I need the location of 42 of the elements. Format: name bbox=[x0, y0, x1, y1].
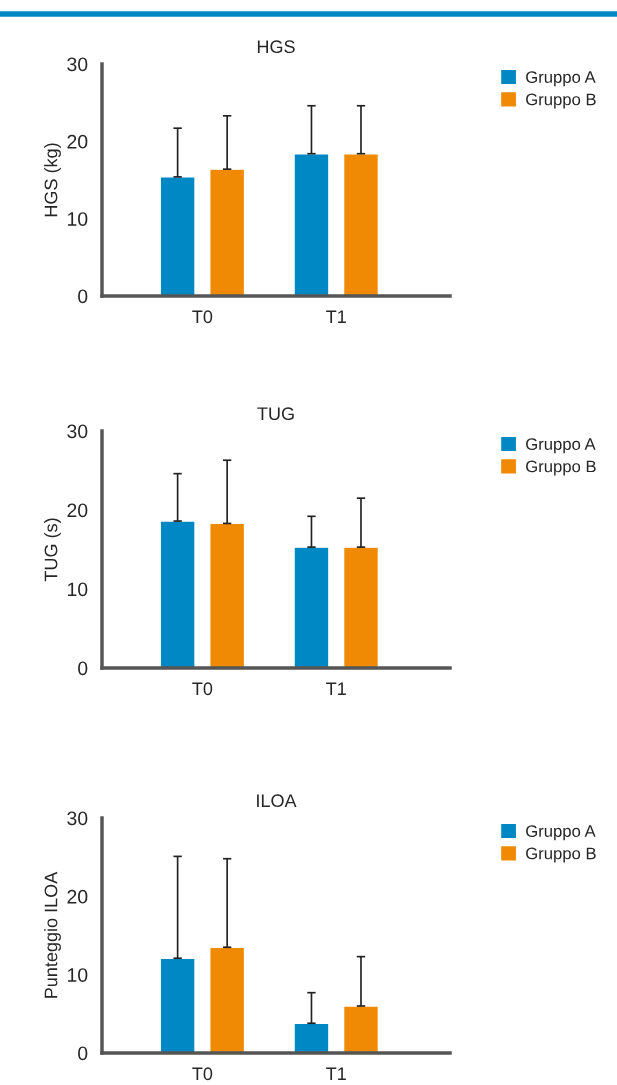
legend-label: Gruppo A bbox=[526, 825, 596, 841]
bar bbox=[209, 946, 246, 1053]
y-axis-title: HGS (kg) bbox=[44, 143, 61, 217]
bar bbox=[209, 522, 246, 668]
bar bbox=[159, 957, 196, 1053]
bar bbox=[342, 153, 380, 296]
legend-label: Gruppo B bbox=[526, 93, 596, 109]
bar bbox=[342, 1005, 380, 1053]
x-tick-label: T0 bbox=[192, 1067, 213, 1081]
x-tick-label: T1 bbox=[326, 682, 346, 695]
x-tick-label: T0 bbox=[192, 682, 213, 696]
y-tick-label: 0 bbox=[78, 1046, 88, 1061]
legend-label: Gruppo B bbox=[526, 847, 596, 863]
chart-title: HGS bbox=[257, 40, 295, 54]
x-tick-label: T1 bbox=[326, 310, 346, 323]
bar bbox=[159, 520, 196, 668]
legend-label: Gruppo A bbox=[526, 71, 596, 87]
y-tick-label: 0 bbox=[78, 289, 88, 304]
x-tick-label: T0 bbox=[192, 310, 213, 324]
bar bbox=[293, 1022, 330, 1053]
y-tick-label: 30 bbox=[67, 57, 88, 72]
legend-label: Gruppo B bbox=[526, 460, 596, 476]
chart-title: ILOA bbox=[257, 794, 297, 808]
y-tick-label: 20 bbox=[67, 503, 88, 518]
y-tick-label: 10 bbox=[67, 212, 88, 226]
y-tick-label: 30 bbox=[67, 424, 88, 439]
bar bbox=[209, 168, 246, 296]
bar bbox=[293, 153, 330, 296]
y-tick-label: 20 bbox=[67, 134, 88, 149]
bar bbox=[293, 546, 330, 668]
y-axis-title: TUG (s) bbox=[44, 518, 61, 582]
chart-title: TUG bbox=[257, 407, 294, 421]
bar bbox=[342, 546, 380, 668]
y-tick-label: 10 bbox=[67, 968, 88, 982]
x-tick-label: T1 bbox=[326, 1067, 346, 1080]
y-tick-label: 30 bbox=[67, 811, 88, 826]
bar bbox=[159, 176, 196, 296]
y-axis-title: Punteggio ILOA bbox=[44, 871, 61, 998]
y-tick-label: 10 bbox=[67, 582, 88, 597]
legend-label: Gruppo A bbox=[526, 438, 596, 454]
y-tick-label: 20 bbox=[67, 889, 88, 904]
y-tick-label: 0 bbox=[78, 661, 88, 676]
